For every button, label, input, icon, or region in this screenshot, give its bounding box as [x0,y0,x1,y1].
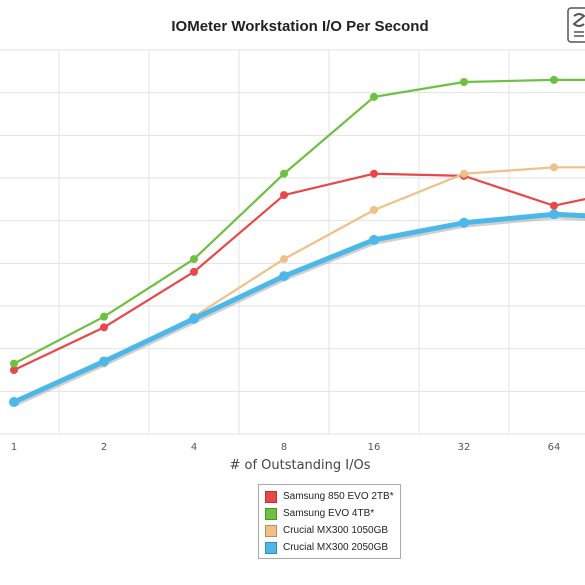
data-point [279,271,289,282]
legend-item: Crucial MX300 2050GB [265,539,394,556]
x-tick-label: 4 [191,442,197,452]
data-point [460,78,468,86]
data-point [280,169,288,178]
data-point [190,255,198,264]
data-point [549,209,559,220]
data-point [369,234,379,245]
legend-item: Crucial MX300 1050GB [265,522,394,539]
data-point [100,323,108,332]
x-tick-label: 1 [11,442,17,452]
legend-label: Crucial MX300 2050GB [283,542,389,553]
series-shadow [12,213,585,407]
data-point [99,356,109,367]
data-point [370,169,378,178]
data-point [190,267,198,276]
data-point [10,366,18,374]
data-point [10,359,18,368]
legend-swatch [265,524,277,537]
data-point [9,397,19,407]
data-point [460,169,468,178]
legend-item: Samsung EVO 4TB* [265,505,394,522]
x-tick-label: 2 [101,442,107,452]
legend-swatch [265,490,277,503]
data-point [189,313,199,324]
data-point [550,163,558,172]
x-tick-label: 64 [548,442,561,452]
data-point [370,206,378,214]
series-line [13,172,585,371]
legend-label: Samsung EVO 4TB* [283,508,375,519]
data-point [280,255,288,264]
chart-title: IOMeter Workstation I/O Per Second [171,18,429,35]
grid-lines [0,49,585,435]
data-point [550,75,558,84]
data-point [459,217,469,228]
data-point [370,92,378,101]
legend-item: Samsung 850 EVO 2TB* [265,488,394,505]
site-logo-icon [567,7,585,43]
x-axis-label: # of Outstanding I/Os [229,458,371,473]
x-tick-label: 16 [368,442,381,452]
series-line [12,211,585,405]
series-points [9,75,559,407]
line-chart: 1248163264128 [0,49,585,452]
x-tick-label: 8 [281,442,287,452]
series-line [13,78,585,365]
series-lines [12,78,585,407]
x-tick-label: 32 [458,442,471,452]
legend-swatch [265,541,277,554]
legend-label: Samsung 850 EVO 2TB* [283,491,394,502]
legend-label: Crucial MX300 1050GB [283,525,389,536]
legend-swatch [265,507,277,520]
data-point [100,312,108,321]
data-point [280,191,288,200]
x-tick-labels: 1248163264128 [11,442,561,452]
legend: Samsung 850 EVO 2TB* Samsung EVO 4TB* Cr… [258,484,401,559]
data-point [550,201,558,210]
